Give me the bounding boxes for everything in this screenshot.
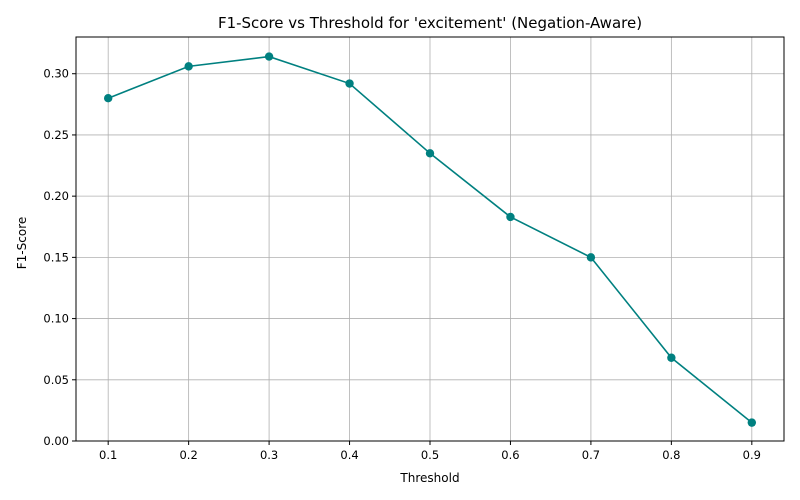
data-point (184, 62, 193, 71)
y-tick-label: 0.20 (43, 189, 69, 203)
y-axis-label: F1-Score (15, 217, 29, 269)
x-tick-label: 0.7 (582, 448, 600, 462)
y-tick-label: 0.15 (43, 250, 69, 264)
x-tick-label: 0.3 (260, 448, 278, 462)
x-tick-label: 0.8 (662, 448, 680, 462)
data-point (586, 253, 596, 262)
data-point (667, 353, 676, 362)
grid (76, 37, 784, 442)
x-tick-label: 0.1 (99, 448, 117, 462)
y-tick-label: 0.25 (43, 128, 69, 142)
data-point (506, 212, 515, 222)
y-tick-label: 0.30 (43, 67, 69, 81)
data-point (103, 94, 113, 103)
series (103, 52, 757, 427)
x-tick-label: 0.5 (421, 448, 439, 462)
x-tick-label: 0.4 (340, 448, 358, 462)
chart-title: F1-Score vs Threshold for 'excitement' (… (218, 14, 642, 32)
x-tick-label: 0.2 (179, 448, 197, 462)
x-tick-label: 0.6 (501, 448, 519, 462)
x-axis-label: Threshold (399, 471, 459, 485)
data-point (747, 418, 757, 427)
y-tick-label: 0.10 (43, 312, 69, 326)
data-point (425, 149, 435, 158)
y-ticks: 0.00 0.05 0.10 0.15 0.20 0.25 0.30 (43, 67, 76, 448)
x-tick-label: 0.9 (743, 448, 761, 462)
y-tick-label: 0.00 (43, 434, 69, 448)
data-point (345, 79, 354, 88)
y-tick-label: 0.05 (43, 373, 69, 387)
data-point (264, 52, 274, 61)
x-ticks: 0.1 0.2 0.3 0.4 0.5 0.6 0.7 0.8 0.9 (99, 441, 761, 462)
